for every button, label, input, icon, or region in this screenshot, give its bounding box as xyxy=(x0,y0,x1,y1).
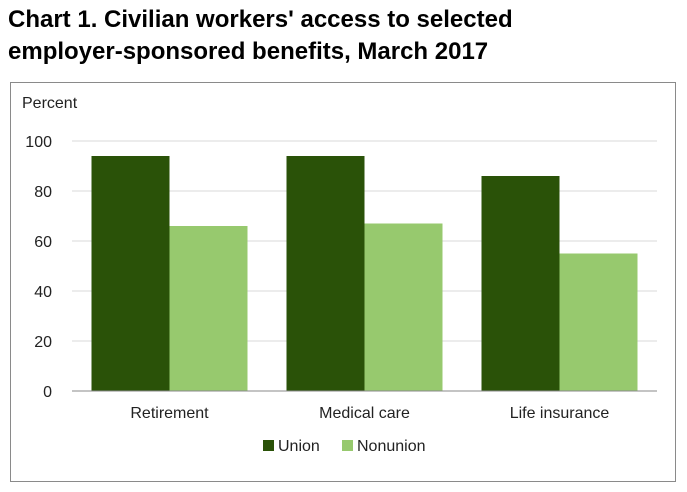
bar-nonunion-3 xyxy=(559,253,638,391)
y-tick-label: 80 xyxy=(34,184,52,201)
bar-nonunion-2 xyxy=(364,223,443,391)
y-tick-label: 40 xyxy=(34,284,52,301)
legend-label-nonunion: Nonunion xyxy=(357,438,426,455)
bar-nonunion-1 xyxy=(169,226,248,391)
y-tick-label: 20 xyxy=(34,334,52,351)
legend-swatch-union xyxy=(263,440,274,451)
bar-union-1 xyxy=(91,156,170,391)
y-tick-label: 100 xyxy=(25,134,52,151)
x-category-label: Life insurance xyxy=(510,405,610,422)
chart-title-line-1: Chart 1. Civilian workers' access to sel… xyxy=(8,6,513,33)
legend-label-union: Union xyxy=(278,438,320,455)
chart-frame xyxy=(10,82,676,482)
bar-union-3 xyxy=(481,176,560,391)
y-axis-label: Percent xyxy=(22,95,78,112)
y-tick-label: 60 xyxy=(34,234,52,251)
x-category-label: Medical care xyxy=(319,405,410,422)
y-tick-label: 0 xyxy=(43,384,52,401)
legend-swatch-nonunion xyxy=(342,440,353,451)
chart-title: Chart 1. Civilian workers' access to sel… xyxy=(8,4,680,68)
chart-title-line-2: employer-sponsored benefits, March 2017 xyxy=(8,38,489,65)
bar-union-2 xyxy=(286,156,365,391)
x-category-label: Retirement xyxy=(130,405,209,422)
